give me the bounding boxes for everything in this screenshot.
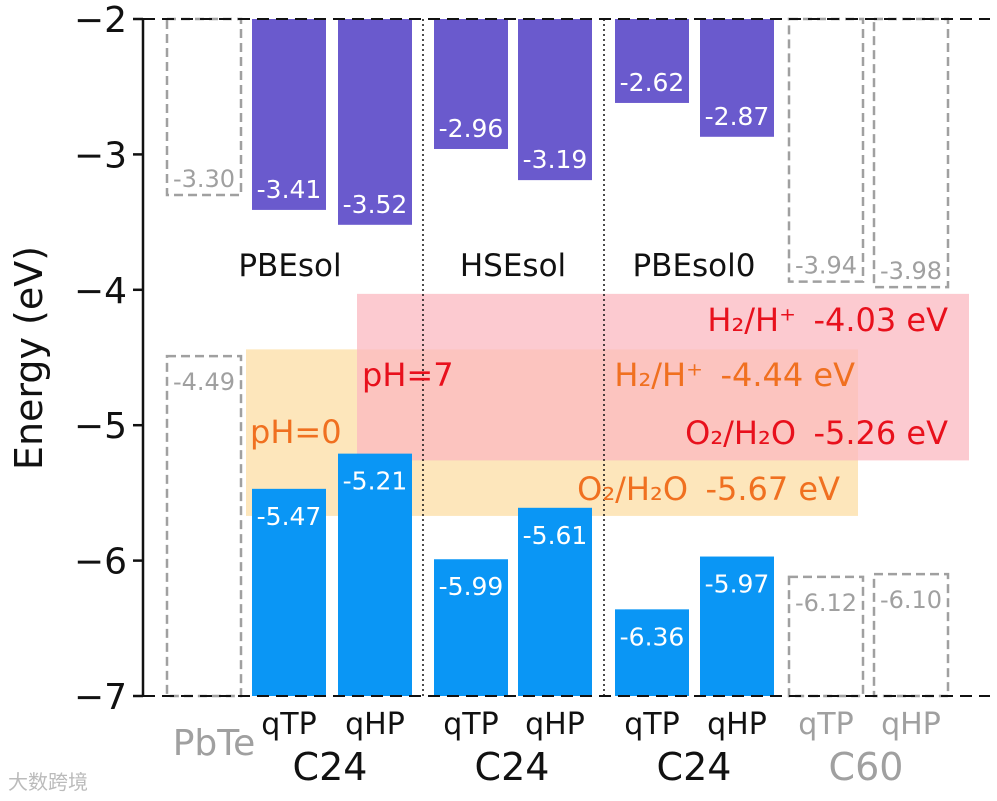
ph0-o2-label: O₂/H₂O (577, 470, 688, 508)
vbm-value-label: -5.61 (523, 521, 588, 550)
reference-cbm-bar (787, 17, 865, 283)
method-label: HSEsol (460, 248, 566, 284)
vbm-bar (615, 609, 689, 696)
vbm-value-label: -5.97 (705, 570, 770, 599)
vbm-bar (518, 507, 592, 696)
reference-vbm-label: -6.10 (880, 586, 942, 614)
vbm-bar (434, 559, 508, 696)
reference-cbm-label: -3.94 (795, 252, 857, 280)
reference-vbm-bar (787, 575, 865, 698)
cbm-bar (615, 19, 689, 103)
y-tick-label: −3 (74, 135, 127, 176)
reference-vbm-label: -6.12 (795, 589, 857, 617)
group-label: C60 (829, 745, 904, 789)
reference-tick-label: PbTe (173, 723, 256, 764)
x-tick-label: qTP (261, 707, 316, 742)
cbm-bar (252, 19, 326, 210)
cbm-value-label: -3.19 (523, 145, 588, 174)
ph7-o2-label: O₂/H₂O (685, 414, 796, 452)
ph7-label: pH=7 (362, 356, 454, 394)
group-label: C24 (475, 745, 550, 789)
ph0-h2-value: -4.44 eV (720, 356, 855, 394)
reference-tick-label: qHP (881, 707, 941, 742)
ph0-o2-value: -5.67 eV (705, 470, 840, 508)
cbm-value-label: -2.87 (705, 102, 770, 131)
ph0-h2-label: H₂/H⁺ (614, 356, 703, 394)
watermark: 大数跨境 (8, 770, 88, 794)
vbm-bar (252, 488, 326, 696)
cbm-bar (518, 19, 592, 181)
reference-tick-label: qTP (798, 707, 853, 742)
method-label: PBEsol (238, 248, 341, 284)
vbm-value-label: -6.36 (620, 622, 685, 651)
reference-cbm-label: -3.30 (173, 165, 235, 193)
reference-bars: -3.30 -4.49 -3.94 -6.12 -3.98 -6.10 (165, 17, 950, 698)
cbm-value-label: -3.52 (343, 190, 408, 219)
vbm-value-label: -5.21 (343, 467, 408, 496)
vbm-bar (700, 556, 774, 696)
ph0-label: pH=0 (250, 413, 342, 451)
cbm-value-label: -2.96 (439, 114, 504, 143)
ph7-h2-label: H₂/H⁺ (707, 301, 796, 339)
cbm-bar (700, 19, 774, 137)
frame (133, 17, 990, 698)
x-tick-label: qTP (443, 707, 498, 742)
ph7-h2-value: -4.03 eV (813, 301, 948, 339)
reference-vbm-label: -4.49 (173, 368, 235, 396)
x-tick-label: qHP (707, 707, 767, 742)
reference-cbm-bar (872, 17, 950, 289)
x-tick-label: qHP (345, 707, 405, 742)
vbm-value-label: -5.99 (439, 572, 504, 601)
y-tick-label: −5 (74, 406, 127, 447)
vbm-bar (338, 453, 412, 696)
group-label: C24 (657, 745, 732, 789)
x-tick-label: qHP (525, 707, 585, 742)
group-label: C24 (293, 745, 368, 789)
y-tick-label: −4 (74, 271, 127, 312)
ph7-o2-value: -5.26 eV (813, 414, 948, 452)
reference-cbm-label: -3.98 (880, 257, 942, 285)
reference-vbm-bar (165, 354, 243, 698)
x-tick-label: qTP (624, 707, 679, 742)
cbm-bar (338, 19, 412, 225)
y-tick-label: −2 (74, 0, 127, 41)
vbm-value-label: -5.47 (257, 502, 322, 531)
ph7-region (357, 293, 969, 461)
y-tick-label: −6 (74, 542, 127, 583)
y-tick-label: −7 (74, 677, 127, 718)
cbm-value-label: -2.62 (620, 68, 685, 97)
cbm-value-label: -3.41 (257, 175, 322, 204)
y-axis-label: Energy (eV) (7, 246, 51, 470)
method-label: PBEsol0 (632, 248, 755, 284)
labels: −2 −3 −4 −5 −6 −7 Energy (eV) PBEsol HSEsol PBEso… (7, 0, 948, 789)
cbm-bar (434, 19, 508, 149)
band-bars: -3.41 -5.47 -3.52 -5.21 -2.96 -5.99 -3.19 -5.61… (252, 19, 774, 696)
